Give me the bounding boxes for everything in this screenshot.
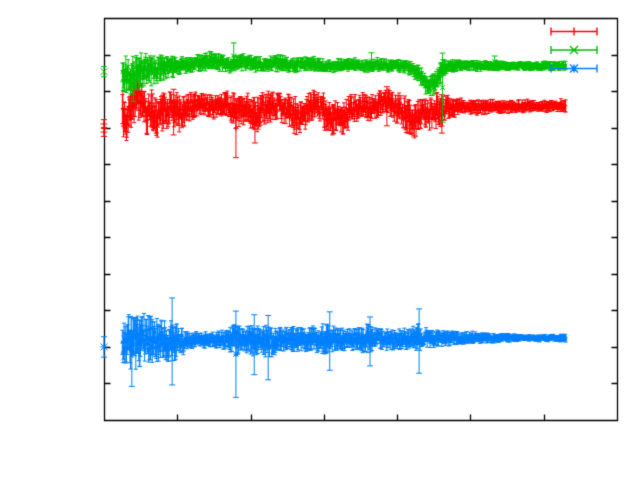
plot-canvas	[0, 0, 640, 480]
acceleration-vs-time-chart: acceleration [g] time[s] 0.20.10-0.1-0.2…	[0, 0, 640, 480]
